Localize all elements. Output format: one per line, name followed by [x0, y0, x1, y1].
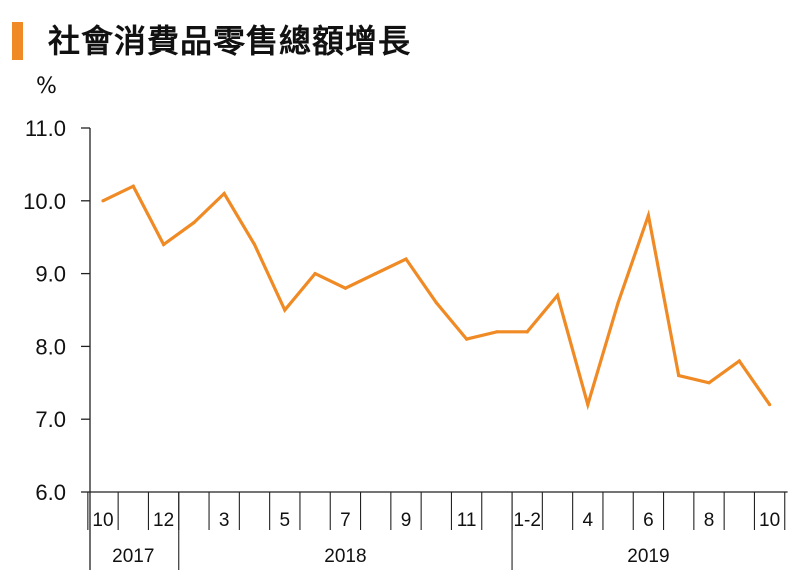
x-tick-label: 12: [153, 510, 174, 531]
data-point: [192, 221, 196, 225]
data-point: [162, 242, 166, 247]
y-tick-label: 6.0: [35, 480, 66, 505]
data-point: [586, 403, 590, 407]
year-label: 2018: [324, 546, 366, 567]
year-label: 2017: [112, 546, 154, 567]
year-label: 2019: [627, 546, 669, 567]
x-tick-label: 10: [759, 510, 780, 531]
y-axis-ticks: 6.0 7.0 8.0 9.0 10.0 11.0: [23, 116, 90, 505]
data-point: [434, 301, 438, 305]
data-point: [374, 272, 378, 276]
series-line: [102, 184, 771, 411]
data-point: [555, 293, 560, 298]
x-tick-label: 11: [457, 510, 477, 531]
y-tick-label: 9.0: [35, 262, 66, 287]
y-tick-label: 10.0: [23, 189, 66, 214]
data-point: [404, 257, 408, 261]
x-tick-label: 6: [643, 510, 654, 531]
data-point: [101, 199, 105, 203]
data-point: [222, 191, 226, 196]
x-tick-label: 4: [583, 510, 594, 531]
data-point: [283, 308, 287, 312]
data-point: [677, 373, 681, 378]
x-tick-label: 9: [401, 510, 412, 531]
y-axis-unit: %: [36, 74, 57, 99]
y-tick-label: 8.0: [35, 334, 66, 359]
x-tick-label: 7: [340, 510, 351, 531]
data-point: [707, 381, 711, 385]
y-tick-label: 7.0: [35, 407, 66, 432]
data-point: [616, 301, 620, 305]
chart-title: 社會消費品零售總額增長: [48, 22, 412, 60]
x-tick-label: 1-2: [513, 510, 540, 531]
data-point: [131, 184, 135, 188]
x-axis-ticks: 10 12 3 5 7 9 11 1-2 4 6 8 10 2017 2018 2019: [87, 492, 786, 570]
data-point: [525, 330, 529, 334]
x-tick-label: 10: [92, 510, 113, 531]
data-point: [343, 286, 347, 290]
x-tick-label: 8: [704, 510, 715, 531]
axes: [89, 128, 788, 570]
data-point: [252, 242, 257, 247]
data-point: [646, 213, 651, 217]
data-point: [313, 272, 317, 276]
data-point: [768, 403, 772, 407]
title-accent-bar: [12, 22, 23, 60]
data-point: [737, 359, 741, 363]
data-point: [465, 337, 469, 341]
y-tick-label: 11.0: [25, 116, 66, 141]
series-retail-sales-growth: [101, 184, 772, 411]
x-tick-label: 3: [219, 510, 230, 531]
data-point: [495, 330, 499, 334]
x-tick-label: 5: [280, 510, 291, 531]
